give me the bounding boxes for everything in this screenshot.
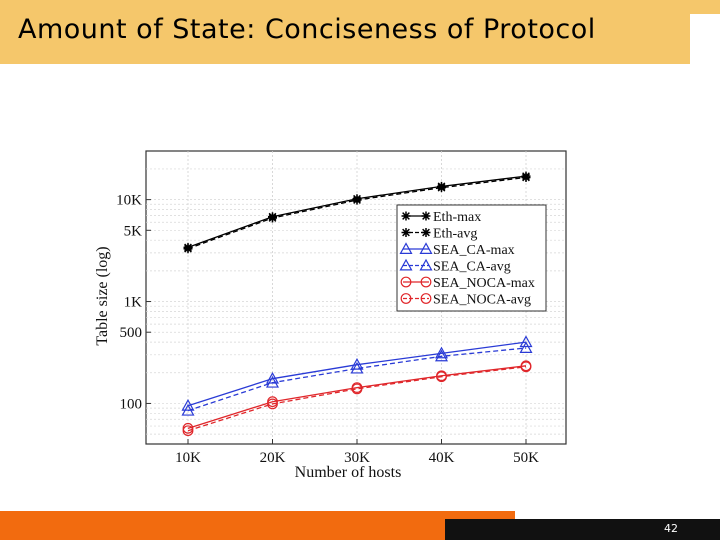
y-tick-label: 100 [120,396,143,412]
x-tick-label: 50K [513,450,539,466]
series-line [187,347,527,412]
data-point [267,398,278,410]
footer-orange-bar [0,511,515,540]
legend-label: SEA_NOCA-avg [433,293,531,308]
legend-item: Eth-avg [401,227,477,242]
legend-label: SEA_CA-max [433,243,515,258]
legend-marker [401,228,411,237]
legend-marker [399,258,413,271]
data-point [521,172,531,182]
legend-marker [401,211,411,221]
legend-item: Eth-max [401,210,481,225]
data-point [519,341,533,353]
legend-marker [419,242,433,254]
legend-marker [421,211,431,221]
series-SEA_NOCA-avg [182,361,532,437]
legend-marker [400,276,412,288]
footer-dark-bar [445,519,720,540]
x-tick-label: 30K [344,450,370,466]
y-tick-label: 500 [120,325,143,341]
data-point [519,335,533,348]
data-point [268,213,277,223]
legend-marker [400,293,412,304]
legend-item: SEA_NOCA-avg [400,293,531,308]
legend-item: SEA_CA-avg [399,258,511,275]
series-line [187,365,527,429]
title-bar [0,0,690,64]
legend-label: Eth-max [433,210,481,225]
legend-label: Eth-avg [433,227,477,242]
data-point [181,403,195,416]
legend-label: SEA_NOCA-max [433,276,535,291]
data-point [265,375,280,388]
legend-marker [420,293,432,304]
series-line [187,341,527,407]
slide-title: Amount of State: Conciseness of Protocol [18,14,596,45]
legend: Eth-maxEth-avgSEA_CA-maxSEA_CA-avgSEA_NO… [396,204,547,312]
legend-marker [399,242,413,254]
data-point [182,425,194,437]
series-Eth-avg [183,172,531,254]
y-tick-label: 1K [124,295,143,311]
x-axis-label: Number of hosts [295,464,402,481]
data-point [350,361,364,374]
series-line [187,366,527,432]
data-point [350,357,364,370]
legend-box [396,204,547,312]
legend-item: SEA_CA-max [399,242,515,258]
legend-label: SEA_CA-avg [433,260,511,275]
data-point [436,371,447,383]
x-tick-label: 20K [260,450,286,466]
data-point [352,195,362,205]
x-tick-label: 10K [175,450,201,466]
data-point [520,361,532,373]
x-tick-label: 40K [429,450,455,466]
legend-marker [420,276,432,288]
y-axis-label: Table size (log) [94,246,111,345]
y-tick-label: 10K [116,193,142,209]
data-point [183,244,193,254]
data-point [434,346,449,359]
y-tick-label: 5K [124,223,143,239]
page-number: 42 [664,522,678,535]
data-point [434,349,449,362]
legend-marker [419,258,433,271]
legend-item: SEA_NOCA-max [400,276,535,291]
data-point [437,183,446,193]
data-point [351,383,363,395]
title-accent-bar [690,0,720,14]
series-SEA_CA-avg [181,341,533,416]
legend-marker [421,228,431,237]
